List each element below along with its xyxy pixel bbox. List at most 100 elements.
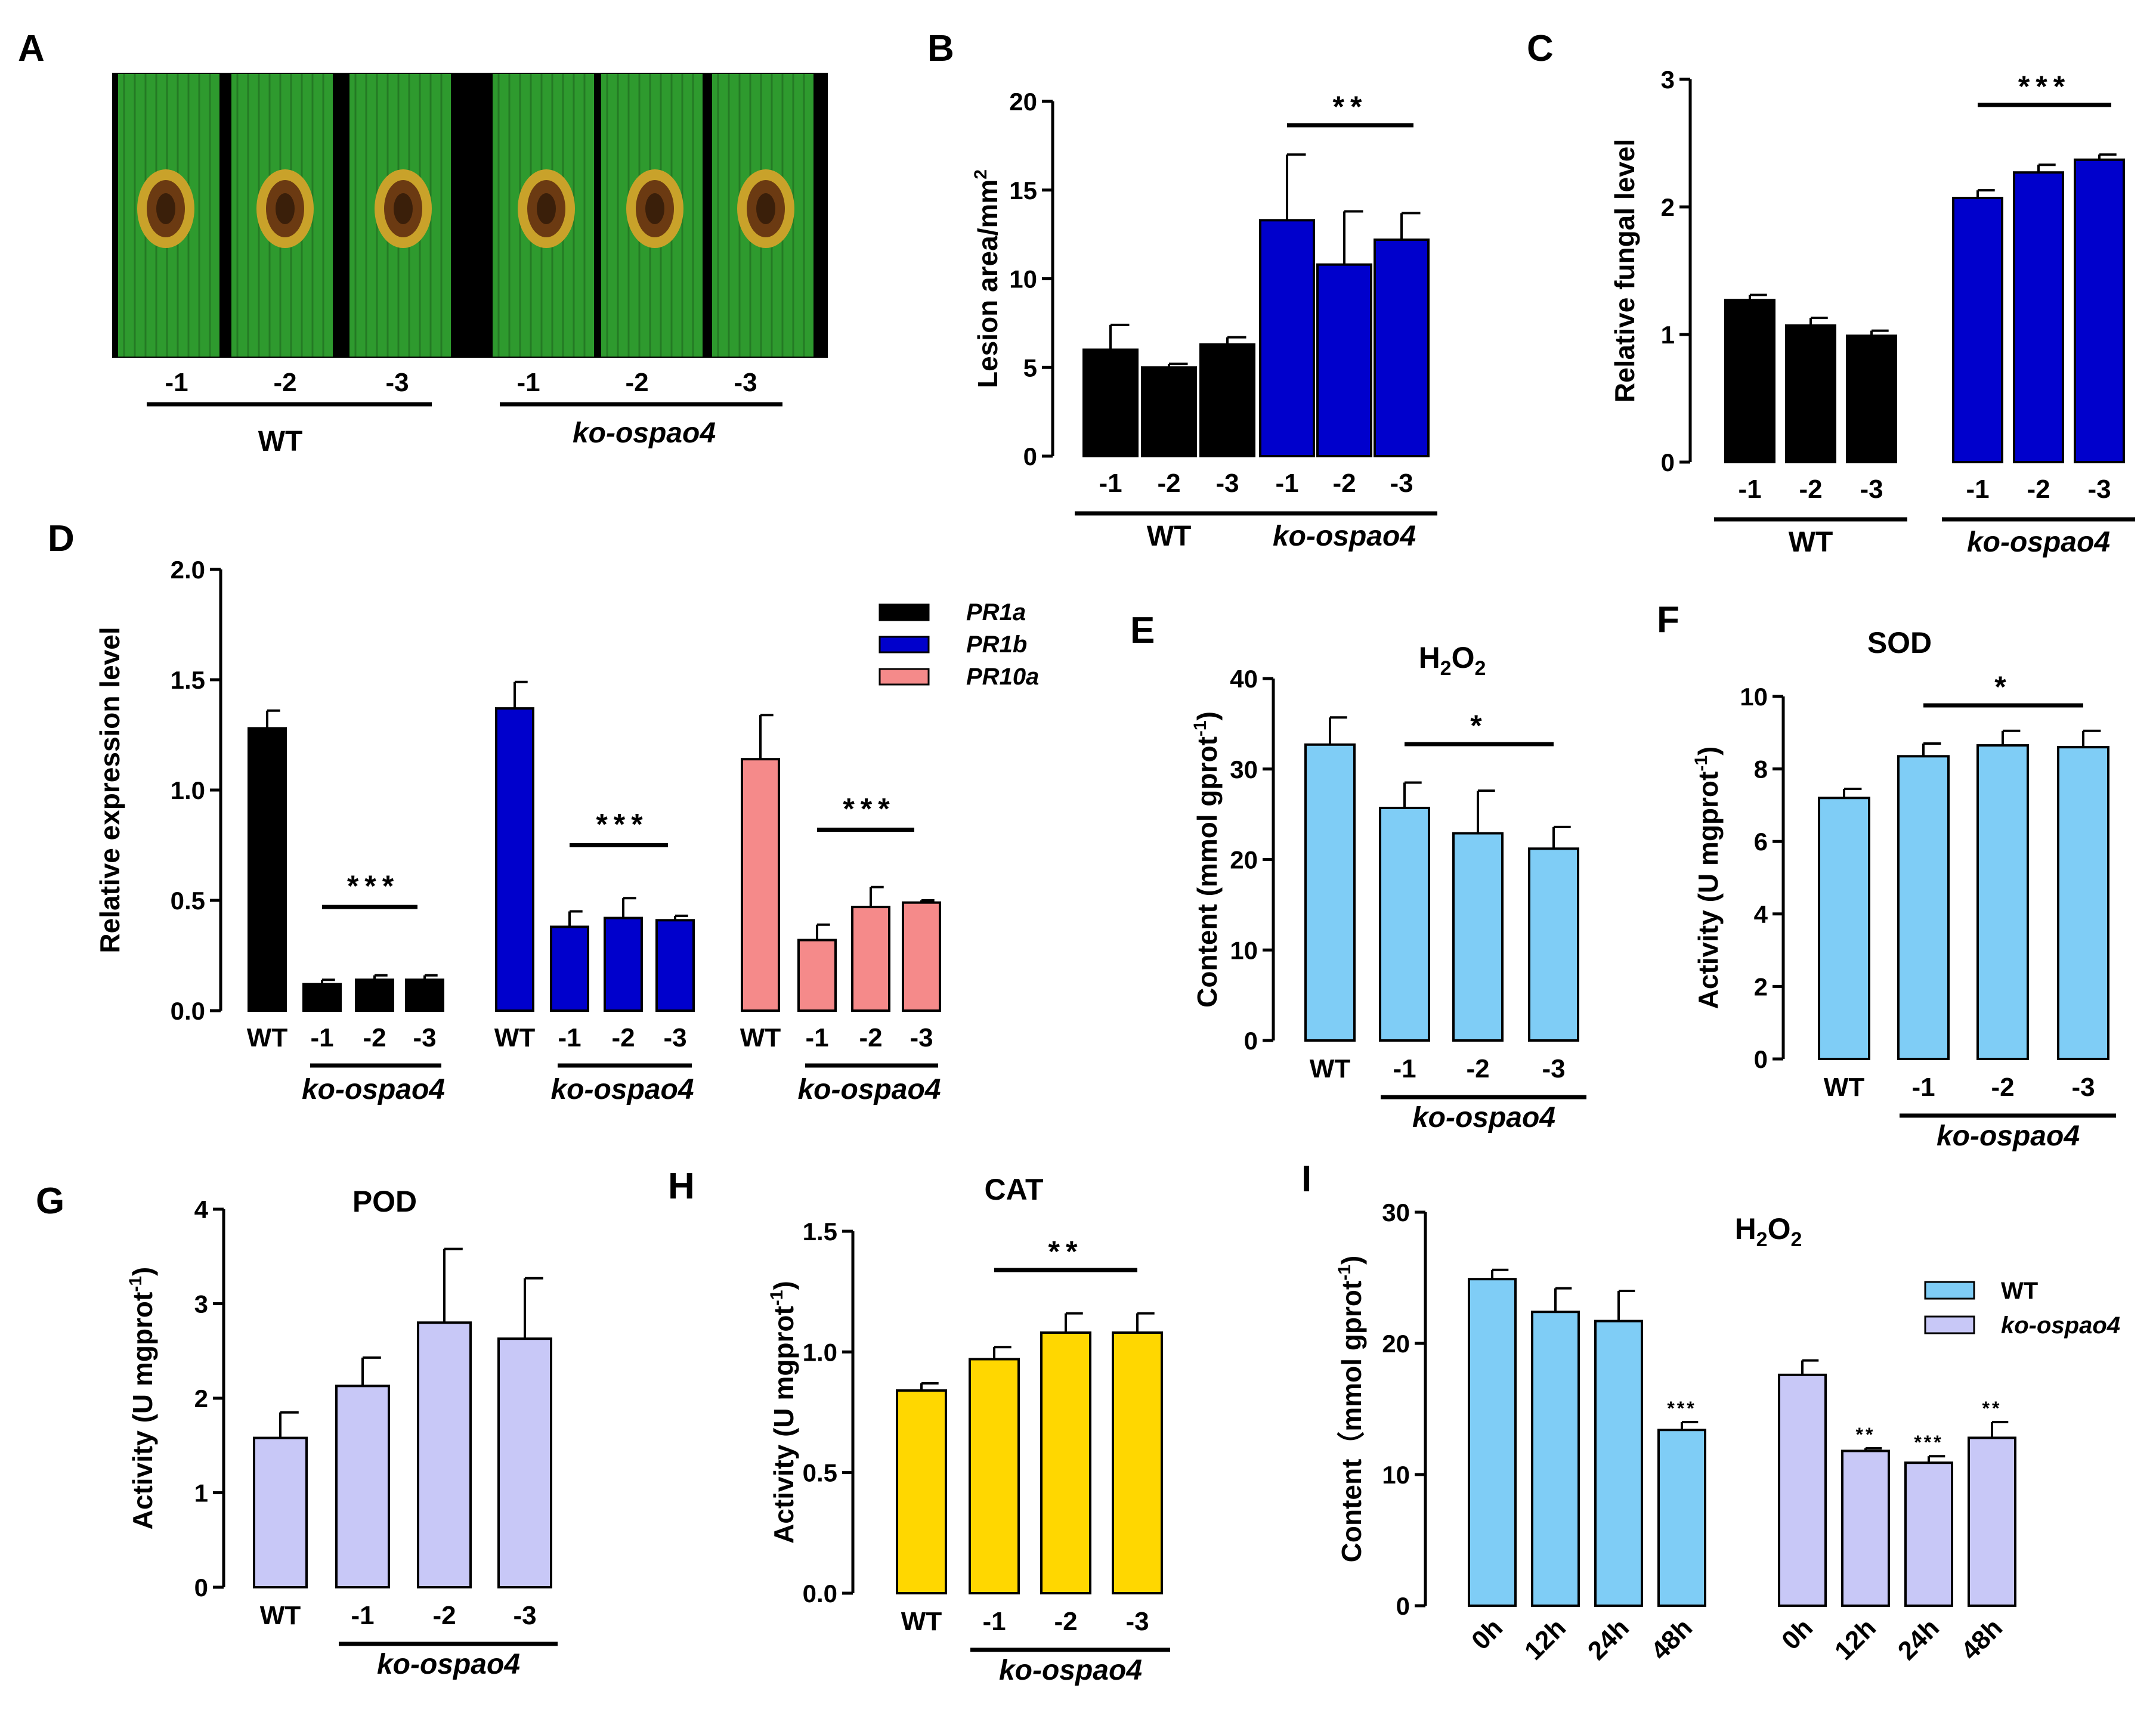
panel-g-x-tick-label: -2 (432, 1601, 456, 1630)
panel-h-y-label: Activity (U mgprot-1) (767, 1281, 799, 1544)
panel-i-x-tick-label: 0h (1466, 1613, 1508, 1655)
panel-h-group-label: ko-ospao4 (999, 1655, 1142, 1686)
lesion-center (276, 193, 295, 224)
panel-f-sod-chart: F SOD 0 2 4 6 8 10 Activity (U mgprot-1) WT -1 -2 -3… (1657, 599, 2116, 1152)
panel-i-significance-stars: *** (1914, 1432, 1943, 1453)
leaf-photo (118, 74, 813, 357)
panel-i-legend-label: WT (2001, 1278, 2038, 1304)
panel-c-y-tick-label: 3 (1661, 66, 1675, 94)
panel-h-bar (969, 1358, 1020, 1595)
panel-d-bar (604, 916, 643, 1012)
panel-f-x-tick-label: -3 (2071, 1073, 2095, 1102)
photo-strain-label: -3 (385, 368, 409, 397)
panel-g-x-tick-label: WT (260, 1601, 301, 1630)
panel-g-bar (253, 1436, 308, 1589)
panel-b-y-label: Lesion area/mm2 (971, 169, 1003, 388)
panel-c-x-tick-label: -3 (2087, 475, 2111, 504)
panel-e-title: H2O2 (1419, 641, 1486, 680)
panel-b-x-tick-label: -3 (1390, 469, 1413, 498)
panel-i-bar (1904, 1461, 1953, 1607)
panel-g-x-tick-label: -1 (351, 1601, 374, 1630)
panel-i-title: H2O2 (1735, 1212, 1802, 1251)
panel-e-bar (1452, 832, 1504, 1042)
panel-c-x-tick-label: -1 (1738, 475, 1761, 504)
panel-b-label: B (927, 28, 954, 69)
panel-b-bar (1199, 343, 1255, 458)
panel-c-x-tick-label: -2 (1799, 475, 1822, 504)
panel-f-title: SOD (1867, 626, 1932, 659)
panel-b-bar (1259, 219, 1315, 457)
panel-i-x-tick-label: 48h (1956, 1613, 2008, 1665)
panel-e-bar (1379, 807, 1430, 1042)
panel-d-x-tick-label: WT (740, 1023, 781, 1052)
panel-f-y-label: Activity (U mgprot-1) (1691, 747, 1724, 1009)
panel-d-label: D (48, 518, 75, 559)
panel-c-x-tick-label: -3 (1860, 475, 1883, 504)
panel-b-group-ko: ko-ospao4 (1273, 521, 1416, 552)
panel-d-y-tick-label: 2.0 (171, 556, 205, 584)
panel-e-y-label: Content (mmol gprot-1) (1190, 711, 1223, 1008)
panel-e-x-tick-label: -2 (1466, 1054, 1489, 1083)
panel-f-y-tick-label: 0 (1754, 1045, 1768, 1073)
photo-strain-label: -2 (625, 368, 648, 397)
panel-i-bar (1531, 1311, 1580, 1607)
panel-i-x-tick-label: 12h (1519, 1613, 1572, 1665)
panel-g-bar (497, 1337, 552, 1589)
panel-h-x-tick-label: -3 (1125, 1607, 1149, 1636)
panel-d-group-label: ko-ospao4 (302, 1074, 445, 1105)
panel-g-y-tick-label: 0 (194, 1574, 208, 1602)
panel-e-x-tick-label: -1 (1393, 1054, 1416, 1083)
panel-g-y-tick-label: 3 (194, 1290, 208, 1318)
photo-strain-label: -2 (273, 368, 296, 397)
panel-b-bar (1082, 348, 1139, 457)
panel-i-y-tick-label: 0 (1396, 1592, 1410, 1620)
panel-h-label: H (668, 1166, 695, 1207)
panel-g-pod-chart: G POD 0 1 2 3 4 Activity (U mgprot-1) WT -1 -2 -3 ko… (36, 1181, 558, 1680)
panel-e-bar (1304, 743, 1356, 1042)
panel-c-x-tick-label: -1 (1966, 475, 1989, 504)
panel-c-bar (1785, 324, 1836, 464)
panel-d-group-label: ko-ospao4 (550, 1074, 694, 1105)
panel-h-y-tick-label: 1.0 (803, 1338, 837, 1366)
panel-d-bar (655, 919, 695, 1012)
panel-g-bar (417, 1321, 472, 1588)
panel-g-group-label: ko-ospao4 (377, 1649, 520, 1680)
panel-i-y-label: Content（mmol gprot-1) (1335, 1256, 1367, 1563)
panel-g-bar (335, 1385, 390, 1589)
panel-i-legend-label: ko-ospao4 (2001, 1312, 2120, 1339)
panel-e-significance-stars: * (1470, 709, 1487, 742)
panel-f-y-tick-label: 2 (1754, 973, 1768, 1001)
panel-d-x-tick-label: -1 (310, 1023, 333, 1052)
panel-d-bar (248, 727, 287, 1012)
panel-d-x-tick-label: -3 (910, 1023, 933, 1052)
panel-b-y-tick-label: 0 (1023, 442, 1037, 470)
panel-d-legend-label: PR10a (966, 664, 1039, 690)
panel-d-x-tick-label: -1 (558, 1023, 581, 1052)
panel-b-bar (1141, 366, 1197, 457)
panel-i-legend-swatch (1924, 1281, 1975, 1300)
panel-g-title: POD (352, 1185, 417, 1218)
panel-f-label: F (1657, 599, 1679, 640)
scale-bar (820, 273, 826, 357)
panel-d-y-tick-label: 1.0 (171, 776, 205, 804)
panel-d-x-tick-label: -3 (413, 1023, 436, 1052)
panel-d-y-tick-label: 0.0 (171, 997, 205, 1025)
panel-d-significance-stars: *** (347, 869, 400, 903)
panel-e-label: E (1130, 610, 1155, 651)
panel-f-x-tick-label: -1 (1911, 1073, 1935, 1102)
panel-f-y-tick-label: 10 (1740, 683, 1768, 711)
panel-b-lesion-area-chart: B 0 5 10 15 20 Lesion area/mm2 -1 -2 -3 -1 -2 -3 WT ko… (927, 28, 1437, 552)
panel-h-x-tick-label: -2 (1054, 1607, 1077, 1636)
panel-i-bar (1468, 1278, 1517, 1607)
panel-c-y-label: Relative fungal level (1609, 139, 1640, 402)
panel-e-y-tick-label: 0 (1244, 1027, 1258, 1055)
panel-c-x-tick-label: -2 (2027, 475, 2050, 504)
panel-d-significance-stars: *** (843, 792, 895, 826)
panel-c-significance-stars: *** (2018, 70, 2071, 103)
panel-c-bar (1952, 197, 2003, 463)
panel-i-x-tick-label: 24h (1582, 1613, 1635, 1665)
panel-h-y-tick-label: 0.5 (803, 1459, 837, 1487)
panel-f-y-tick-label: 4 (1754, 900, 1768, 928)
panel-i-y-tick-label: 20 (1382, 1330, 1410, 1358)
